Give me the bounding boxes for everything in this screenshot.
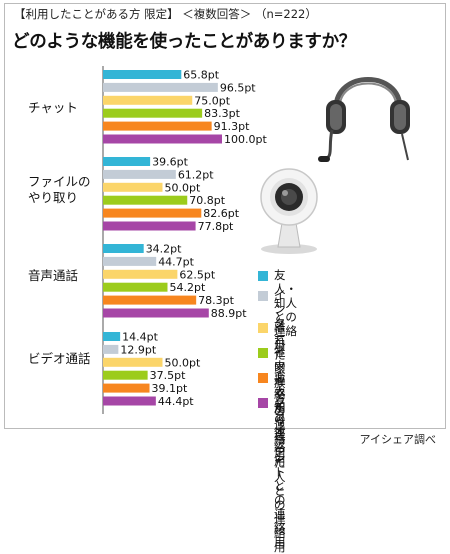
data-label: 82.6pt: [203, 207, 239, 220]
data-label: 14.4pt: [122, 331, 158, 344]
legend-swatch: [258, 348, 268, 358]
legend-swatch: [258, 323, 268, 333]
data-label: 34.2pt: [146, 243, 182, 256]
legend-swatch: [258, 271, 268, 281]
bar: [103, 157, 151, 166]
data-label: 50.0pt: [165, 356, 201, 369]
legend-label: 社内連絡用: [274, 345, 286, 415]
data-label: 83.3pt: [204, 107, 240, 120]
bar: [103, 357, 163, 367]
legend-label: 友人・知人との連絡用: [274, 268, 297, 352]
data-label: 75.0pt: [194, 94, 230, 107]
category-label: ビデオ通話: [28, 351, 91, 366]
bar: [103, 169, 176, 179]
category-label: ファイルのやり取り: [28, 174, 91, 205]
legend-item: 恋人との連絡用: [258, 370, 286, 468]
chart-figure: 【利用したことがある方 限定】 ＜複数回答＞ （n=222） どのような機能を使…: [4, 3, 446, 554]
data-label: 50.0pt: [165, 181, 201, 194]
data-label: 44.4pt: [158, 395, 194, 408]
category-label: 音声通話: [28, 268, 78, 283]
data-label: 44.7pt: [158, 255, 194, 268]
bar: [103, 95, 193, 105]
bar: [103, 256, 157, 266]
data-label: 78.3pt: [198, 294, 234, 307]
webcam-icon: [260, 168, 318, 254]
data-label: 96.5pt: [220, 81, 256, 94]
legend-item: 社内連絡用: [258, 345, 286, 415]
bar: [103, 269, 178, 279]
legend-item: 友人・知人との連絡用: [258, 268, 297, 352]
bar: [103, 208, 202, 218]
legend-item: 離れた家族との連絡用: [258, 320, 286, 460]
legend-item: インターネットで 知り合った人との連絡用: [258, 288, 286, 554]
bar: [103, 383, 150, 393]
legend-swatch: [258, 398, 268, 408]
bar: [103, 108, 203, 118]
legend-item: クライアントとの連絡用: [258, 395, 286, 549]
data-label: 88.9pt: [211, 307, 247, 320]
data-label: 54.2pt: [169, 281, 205, 294]
bar: [103, 182, 163, 192]
legend-label: クライアントとの連絡用: [274, 395, 286, 549]
headset-icon: [318, 77, 410, 162]
data-label: 61.2pt: [178, 168, 214, 181]
data-label: 39.1pt: [152, 382, 188, 395]
data-label: 39.6pt: [152, 156, 188, 169]
category-label: チャット: [28, 100, 78, 115]
bar: [103, 221, 196, 231]
data-label: 37.5pt: [150, 369, 186, 382]
chart-subtitle: 【利用したことがある方 限定】 ＜複数回答＞ （n=222）: [14, 7, 317, 21]
bar: [103, 70, 182, 79]
bar: [103, 82, 218, 92]
bar: [103, 121, 212, 131]
data-label: 12.9pt: [120, 343, 156, 356]
bar: [103, 282, 168, 292]
bar: [103, 332, 121, 341]
data-label: 62.5pt: [179, 268, 215, 281]
data-label: 65.8pt: [183, 69, 219, 82]
bar: [103, 396, 156, 406]
bar-chart: チャット 65.8pt96.5pt75.0pt83.3pt91.3pt100.0p…: [28, 66, 267, 414]
bar: [103, 308, 209, 318]
chart-frame: [4, 3, 446, 429]
bar: [103, 295, 197, 305]
bar: [103, 370, 148, 380]
legend-swatch: [258, 373, 268, 383]
bar: [103, 344, 119, 354]
data-label: 70.8pt: [189, 194, 225, 207]
legend-swatch: [258, 291, 268, 301]
source-credit: アイシェア調べ: [359, 433, 436, 446]
data-label: 100.0pt: [224, 133, 267, 146]
bar: [103, 134, 222, 144]
chart-title: どのような機能を使ったことがありますか？: [12, 32, 356, 52]
bar: [103, 244, 144, 253]
data-label: 91.3pt: [214, 120, 250, 133]
bar: [103, 195, 188, 205]
data-label: 77.8pt: [198, 220, 234, 233]
